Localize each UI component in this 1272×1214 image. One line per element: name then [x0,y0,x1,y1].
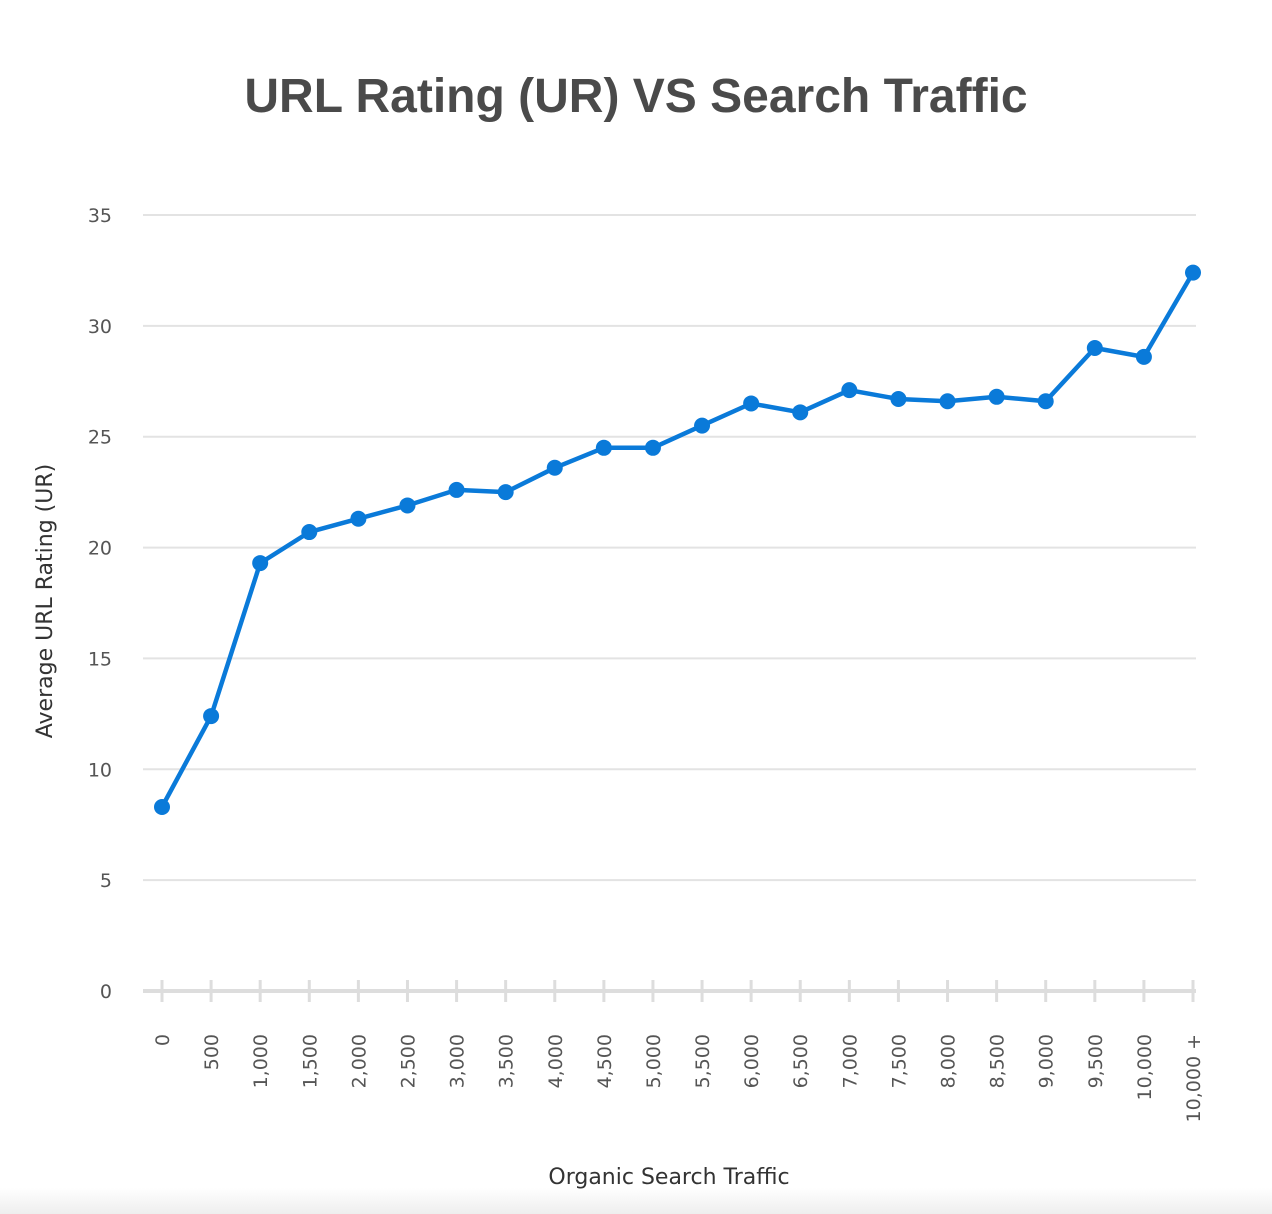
x-axis-title: Organic Search Traffic [548,1165,789,1190]
x-tick-label: 1,000 [250,1034,272,1088]
series-line [159,270,1196,810]
x-tick-label: 8,500 [987,1034,1009,1088]
data-point-20[interactable] [1135,348,1152,365]
y-tick-label: 0 [100,981,112,1003]
y-tick-label: 20 [88,538,112,560]
y-tick-label: 35 [88,205,112,227]
data-point-12[interactable] [743,395,760,412]
data-point-6[interactable] [448,481,465,498]
x-axis [143,980,1196,1002]
x-tick-label: 6,000 [741,1034,763,1088]
x-tick-label: 1,500 [299,1034,321,1088]
y-tick-label: 25 [88,427,112,449]
data-point-3[interactable] [301,524,318,541]
data-point-18[interactable] [1037,393,1054,410]
data-point-15[interactable] [890,391,907,408]
data-point-2[interactable] [252,555,269,572]
y-axis-title: Average URL Rating (UR) [33,464,58,738]
data-point-10[interactable] [644,439,661,456]
x-tick-label: 5,500 [692,1034,714,1088]
y-axis-ticks: 0 5 10 15 20 25 30 35 [88,205,112,1003]
series-layer [154,264,1201,815]
data-point-5[interactable] [399,497,416,514]
data-point-4[interactable] [350,510,367,527]
x-tick-label: 3,500 [496,1034,518,1088]
x-tick-label: 4,000 [545,1034,567,1088]
data-point-0[interactable] [154,798,170,815]
data-point-8[interactable] [546,459,563,476]
x-tick-label: 0 [152,1034,174,1046]
y-tick-label: 30 [88,316,112,338]
x-tick-label: 4,500 [594,1034,616,1088]
data-point-1[interactable] [203,708,220,725]
y-tick-label: 5 [100,870,112,892]
data-point-21[interactable] [1185,264,1201,281]
x-tick-label: 7,500 [888,1034,910,1088]
x-tick-label: 500 [201,1034,223,1070]
x-tick-label: 10,000 [1134,1034,1156,1100]
x-tick-label: 7,000 [839,1034,861,1088]
y-tick-label: 10 [88,759,112,781]
bottom-fade [0,1188,1272,1214]
data-point-14[interactable] [841,382,858,399]
data-point-13[interactable] [792,404,809,421]
data-point-7[interactable] [497,484,514,501]
chart-title: URL Rating (UR) VS Search Traffic [244,70,1027,123]
data-point-11[interactable] [694,417,711,434]
x-tick-label: 3,000 [447,1034,469,1088]
x-axis-ticks: 0 500 1,000 1,500 2,000 2,500 3,000 3,500 4,000 4… [152,1034,1205,1122]
x-tick-label: 9,500 [1085,1034,1107,1088]
data-point-17[interactable] [988,388,1005,405]
y-tick-label: 15 [88,648,112,670]
x-tick-label: 2,000 [348,1034,370,1088]
x-tick-label: 6,500 [790,1034,812,1088]
x-tick-label: 5,000 [643,1034,665,1088]
x-tick-label: 9,000 [1036,1034,1058,1088]
data-point-9[interactable] [595,439,612,456]
data-point-19[interactable] [1086,340,1103,357]
x-tick-label: 2,500 [397,1034,419,1088]
x-tick-label: 10,000 + [1183,1034,1205,1122]
x-tick-label: 8,000 [938,1034,960,1088]
data-point-16[interactable] [939,393,956,410]
gridlines [143,214,1196,882]
